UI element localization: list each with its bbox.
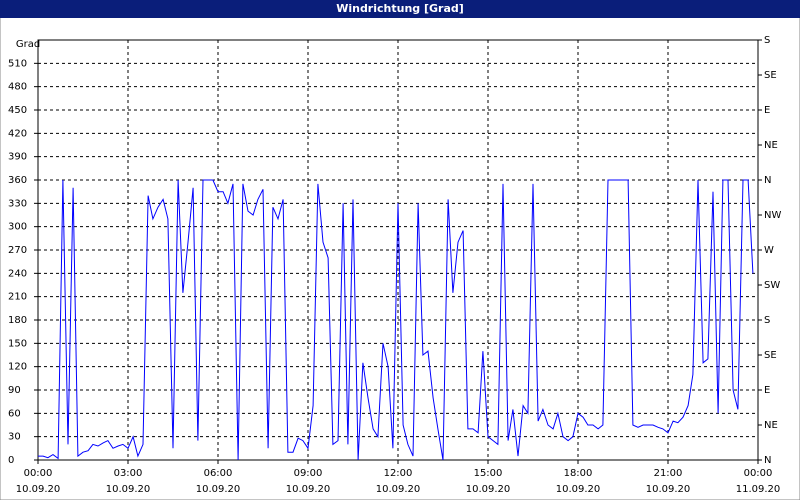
x-tick-date: 10.09.20 bbox=[106, 484, 151, 495]
y-tick-label: 270 bbox=[8, 245, 27, 256]
y2-tick-label: E bbox=[764, 105, 770, 116]
x-tick-date: 10.09.20 bbox=[286, 484, 331, 495]
y-tick-label: 180 bbox=[8, 315, 27, 326]
x-tick-date: 10.09.20 bbox=[646, 484, 691, 495]
y2-tick-label: S bbox=[764, 35, 770, 46]
title-bar bbox=[0, 0, 800, 18]
x-tick-label: 06:00 bbox=[204, 468, 233, 479]
y-tick-label: 300 bbox=[8, 222, 27, 233]
y-tick-label: 330 bbox=[8, 198, 27, 209]
y2-tick-label: NE bbox=[764, 140, 778, 151]
x-tick-label: 15:00 bbox=[474, 468, 503, 479]
y2-tick-label: E bbox=[764, 385, 770, 396]
y-tick-label: 510 bbox=[8, 58, 27, 69]
x-tick-date: 11.09.20 bbox=[736, 484, 781, 495]
y-tick-label: 420 bbox=[8, 128, 27, 139]
x-tick-date: 10.09.20 bbox=[376, 484, 421, 495]
y-tick-label: 210 bbox=[8, 292, 27, 303]
y-tick-label: 90 bbox=[8, 385, 21, 396]
y2-tick-label: SE bbox=[764, 350, 777, 361]
y-tick-label: 450 bbox=[8, 105, 27, 116]
y2-tick-label: W bbox=[764, 245, 774, 256]
data-line bbox=[38, 179, 754, 461]
x-tick-label: 09:00 bbox=[294, 468, 323, 479]
y2-tick-label: N bbox=[764, 455, 771, 466]
chart-title: Windrichtung [Grad] bbox=[336, 2, 464, 15]
x-tick-label: 00:00 bbox=[744, 468, 773, 479]
y2-tick-label: SW bbox=[764, 280, 780, 291]
y2-tick-label: NW bbox=[764, 210, 781, 221]
y-tick-label: 60 bbox=[8, 408, 21, 419]
y2-tick-label: N bbox=[764, 175, 771, 186]
y2-tick-label: S bbox=[764, 315, 770, 326]
x-tick-label: 00:00 bbox=[24, 468, 53, 479]
x-tick-date: 10.09.20 bbox=[196, 484, 241, 495]
x-tick-label: 12:00 bbox=[384, 468, 413, 479]
y2-tick-label: NE bbox=[764, 420, 778, 431]
x-tick-label: 03:00 bbox=[114, 468, 143, 479]
y-tick-label: 390 bbox=[8, 152, 27, 163]
x-tick-label: 21:00 bbox=[654, 468, 683, 479]
y-tick-label: 30 bbox=[8, 432, 21, 443]
x-tick-date: 10.09.20 bbox=[16, 484, 61, 495]
x-tick-date: 10.09.20 bbox=[466, 484, 511, 495]
y-tick-label: 120 bbox=[8, 362, 27, 373]
y-axis-label: Grad bbox=[16, 39, 40, 50]
y-tick-label: 360 bbox=[8, 175, 27, 186]
x-tick-label: 18:00 bbox=[564, 468, 593, 479]
plot-frame bbox=[37, 39, 759, 461]
y-tick-label: 480 bbox=[8, 82, 27, 93]
y-tick-label: 240 bbox=[8, 268, 27, 279]
y-tick-label: 150 bbox=[8, 338, 27, 349]
x-tick-date: 10.09.20 bbox=[556, 484, 601, 495]
y2-tick-label: SE bbox=[764, 70, 777, 81]
y-tick-label: 0 bbox=[8, 455, 14, 466]
